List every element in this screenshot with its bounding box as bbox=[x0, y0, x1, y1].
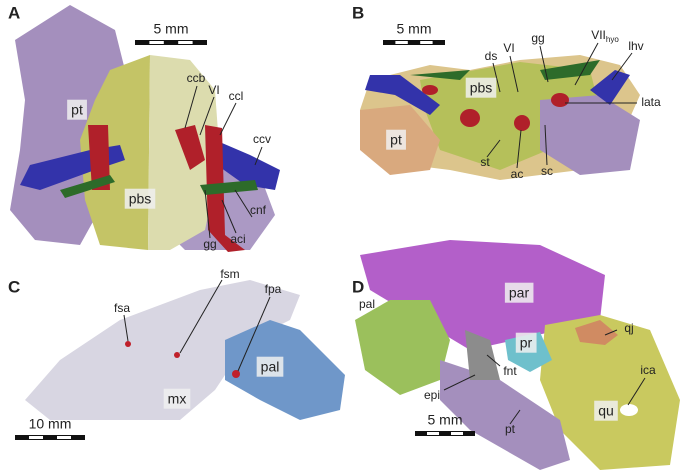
structure-label: epi bbox=[424, 388, 440, 402]
panel-b-render bbox=[360, 42, 640, 180]
structure-label: fsa bbox=[114, 301, 130, 315]
scale-label: 5 mm bbox=[428, 412, 463, 428]
panel-c-render bbox=[25, 279, 345, 420]
label-box bbox=[515, 332, 537, 353]
scale-bar-segment bbox=[178, 41, 193, 44]
structure-label: pbs bbox=[129, 191, 152, 207]
label-box bbox=[465, 77, 497, 98]
scale-bar-segment bbox=[427, 432, 439, 435]
scale-label: 10 mm bbox=[29, 416, 72, 432]
label-sub: hyo bbox=[606, 35, 619, 44]
label-box bbox=[124, 188, 156, 209]
structure-label: pt bbox=[505, 422, 516, 436]
scale-bar bbox=[15, 435, 85, 440]
structure-label: lhv bbox=[628, 39, 643, 53]
panel-d-render bbox=[355, 240, 680, 470]
panel-a-render bbox=[10, 5, 280, 252]
scale-bar bbox=[383, 40, 445, 45]
structure-label: par bbox=[509, 285, 530, 301]
scale-label: 5 mm bbox=[397, 21, 432, 37]
panel-letter: A bbox=[8, 3, 20, 22]
structure-label: qu bbox=[598, 403, 614, 419]
structure-label: gg bbox=[203, 237, 216, 251]
structure-label: fnt bbox=[503, 364, 517, 378]
structure-label: pt bbox=[71, 102, 83, 118]
structure-label: pal bbox=[261, 359, 280, 375]
structure-label: st bbox=[480, 155, 490, 169]
scale-bar-segment bbox=[395, 41, 408, 44]
structure-label: ac bbox=[511, 167, 524, 181]
label-box bbox=[256, 356, 284, 377]
label-box bbox=[67, 99, 87, 120]
structure-label: sc bbox=[541, 164, 553, 178]
structure-label: VIIhyo bbox=[591, 28, 619, 44]
structure-label: qj bbox=[624, 321, 633, 335]
structure-label: ds bbox=[485, 49, 498, 63]
label-box bbox=[163, 388, 191, 409]
panel-letter: B bbox=[352, 3, 364, 22]
structure-label: ica bbox=[640, 363, 656, 377]
panel-letter: C bbox=[8, 277, 20, 296]
scale-bar bbox=[135, 40, 207, 45]
structure-label: lata bbox=[641, 95, 661, 109]
structure-label: ccb bbox=[187, 71, 206, 85]
structure-label: pbs bbox=[470, 80, 493, 96]
label-box bbox=[594, 400, 618, 421]
structure-label: pr bbox=[520, 335, 533, 351]
scale-bar-segment bbox=[57, 436, 71, 439]
label-box bbox=[504, 282, 534, 303]
scale-bar-segment bbox=[29, 436, 43, 439]
scale-label: 5 mm bbox=[154, 21, 189, 37]
scale-bar-segment bbox=[420, 41, 433, 44]
structure-label: ccl bbox=[229, 89, 244, 103]
structure-label: mx bbox=[168, 391, 187, 407]
structure-label: ccv bbox=[253, 132, 271, 146]
structure-label: gg bbox=[531, 31, 544, 45]
structure-label: pt bbox=[390, 132, 402, 148]
panel-letter: D bbox=[352, 277, 364, 296]
scale-bar bbox=[415, 431, 475, 436]
structure-label: pal bbox=[359, 297, 375, 311]
structure-label: aci bbox=[230, 232, 245, 246]
label-box bbox=[386, 129, 406, 150]
structure-label: VI bbox=[503, 41, 514, 55]
label-main: VII bbox=[591, 28, 606, 42]
scale-bar-segment bbox=[451, 432, 463, 435]
structure-label: fsm bbox=[220, 267, 239, 281]
structure-label: fpa bbox=[265, 282, 282, 296]
structure-label: cnf bbox=[250, 203, 267, 217]
scale-bar-segment bbox=[149, 41, 164, 44]
structure-label: VI bbox=[208, 83, 219, 97]
